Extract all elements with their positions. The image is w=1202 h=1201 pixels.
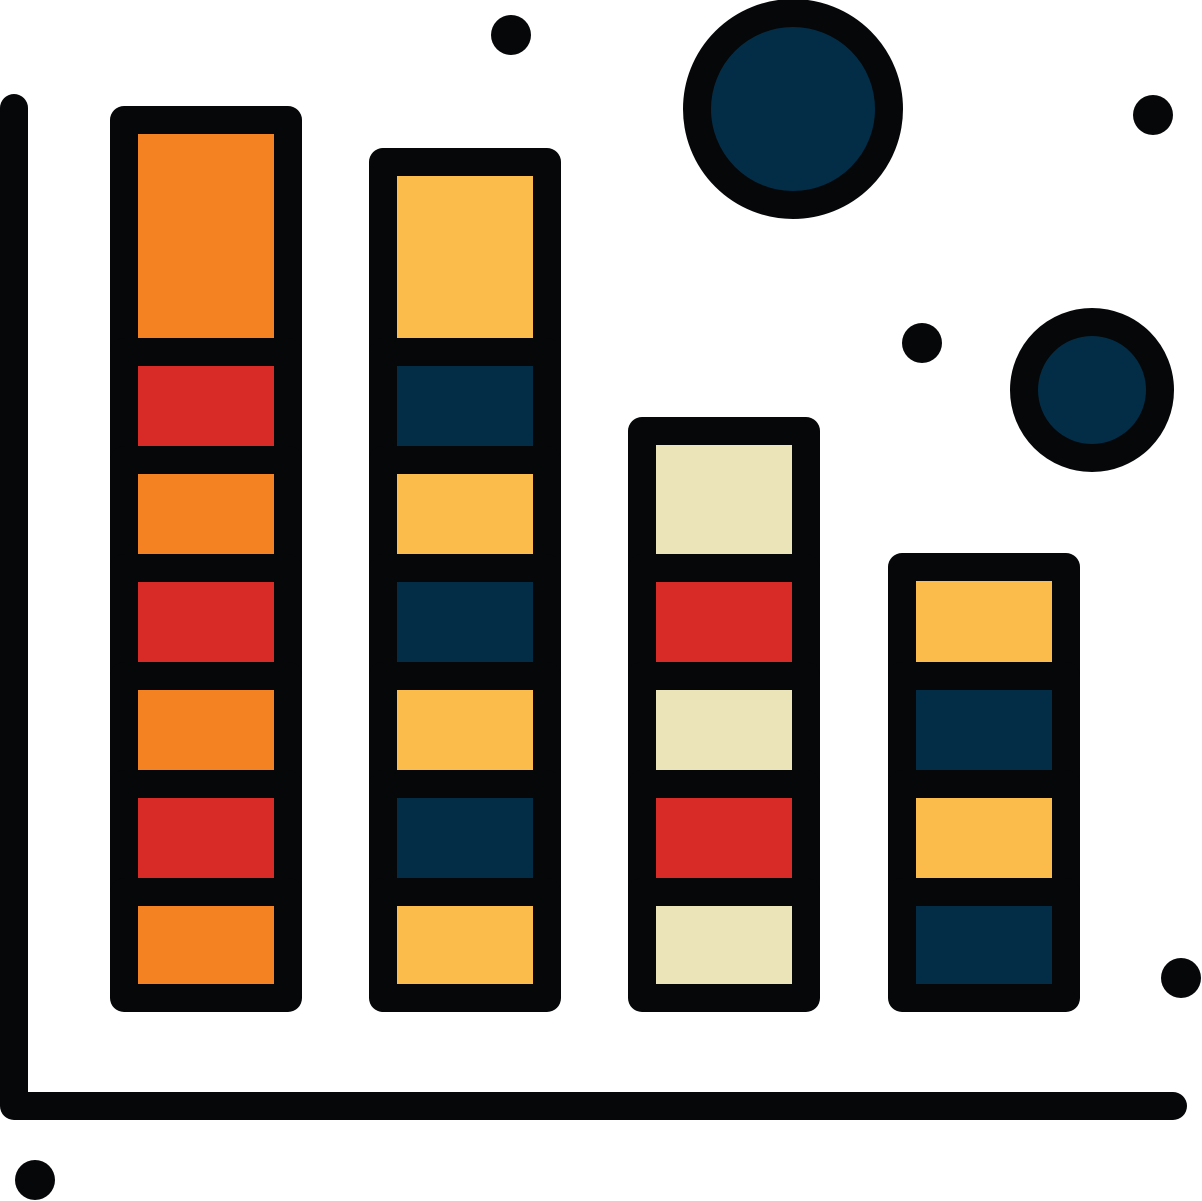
column-2-segment-7: [369, 878, 561, 1012]
column-3-segment-3: [628, 662, 820, 798]
large-circle: [683, 0, 903, 219]
column-2: [369, 148, 561, 1012]
axis-lines: [0, 94, 1187, 1120]
column-4-segment-3: [888, 770, 1080, 906]
column-1-segment-5: [110, 662, 302, 798]
medium-circle: [1010, 308, 1174, 472]
dot-5: [15, 1160, 55, 1200]
dot-2: [1133, 95, 1173, 135]
column-3: [628, 417, 820, 1012]
column-3-segment-1: [628, 417, 820, 582]
column-1-segment-6: [110, 770, 302, 906]
column-1-segment-3: [110, 446, 302, 582]
column-2-segment-2: [369, 338, 561, 474]
column-4-segment-2: [888, 662, 1080, 798]
column-1-segment-4: [110, 554, 302, 690]
column-2-segment-4: [369, 554, 561, 690]
column-4: [888, 553, 1080, 1012]
column-4-segment-1: [888, 553, 1080, 690]
column-3-segment-2: [628, 554, 820, 690]
column-1-segment-2: [110, 338, 302, 474]
bar-columns: [110, 106, 1080, 1012]
column-4-segment-4: [888, 878, 1080, 1012]
bubble-circles: [683, 0, 1174, 472]
column-1-segment-1: [110, 106, 302, 366]
column-2-segment-6: [369, 770, 561, 906]
dot-3: [902, 323, 942, 363]
column-1-segment-7: [110, 878, 302, 1012]
column-2-segment-5: [369, 662, 561, 798]
decorative-dots: [15, 15, 1201, 1200]
column-3-segment-4: [628, 770, 820, 906]
column-1: [110, 106, 302, 1012]
column-2-segment-1: [369, 148, 561, 366]
dot-4: [1161, 958, 1201, 998]
chart-axes: [0, 94, 1187, 1120]
column-2-segment-3: [369, 446, 561, 582]
column-3-segment-5: [628, 878, 820, 1012]
dot-1: [491, 15, 531, 55]
